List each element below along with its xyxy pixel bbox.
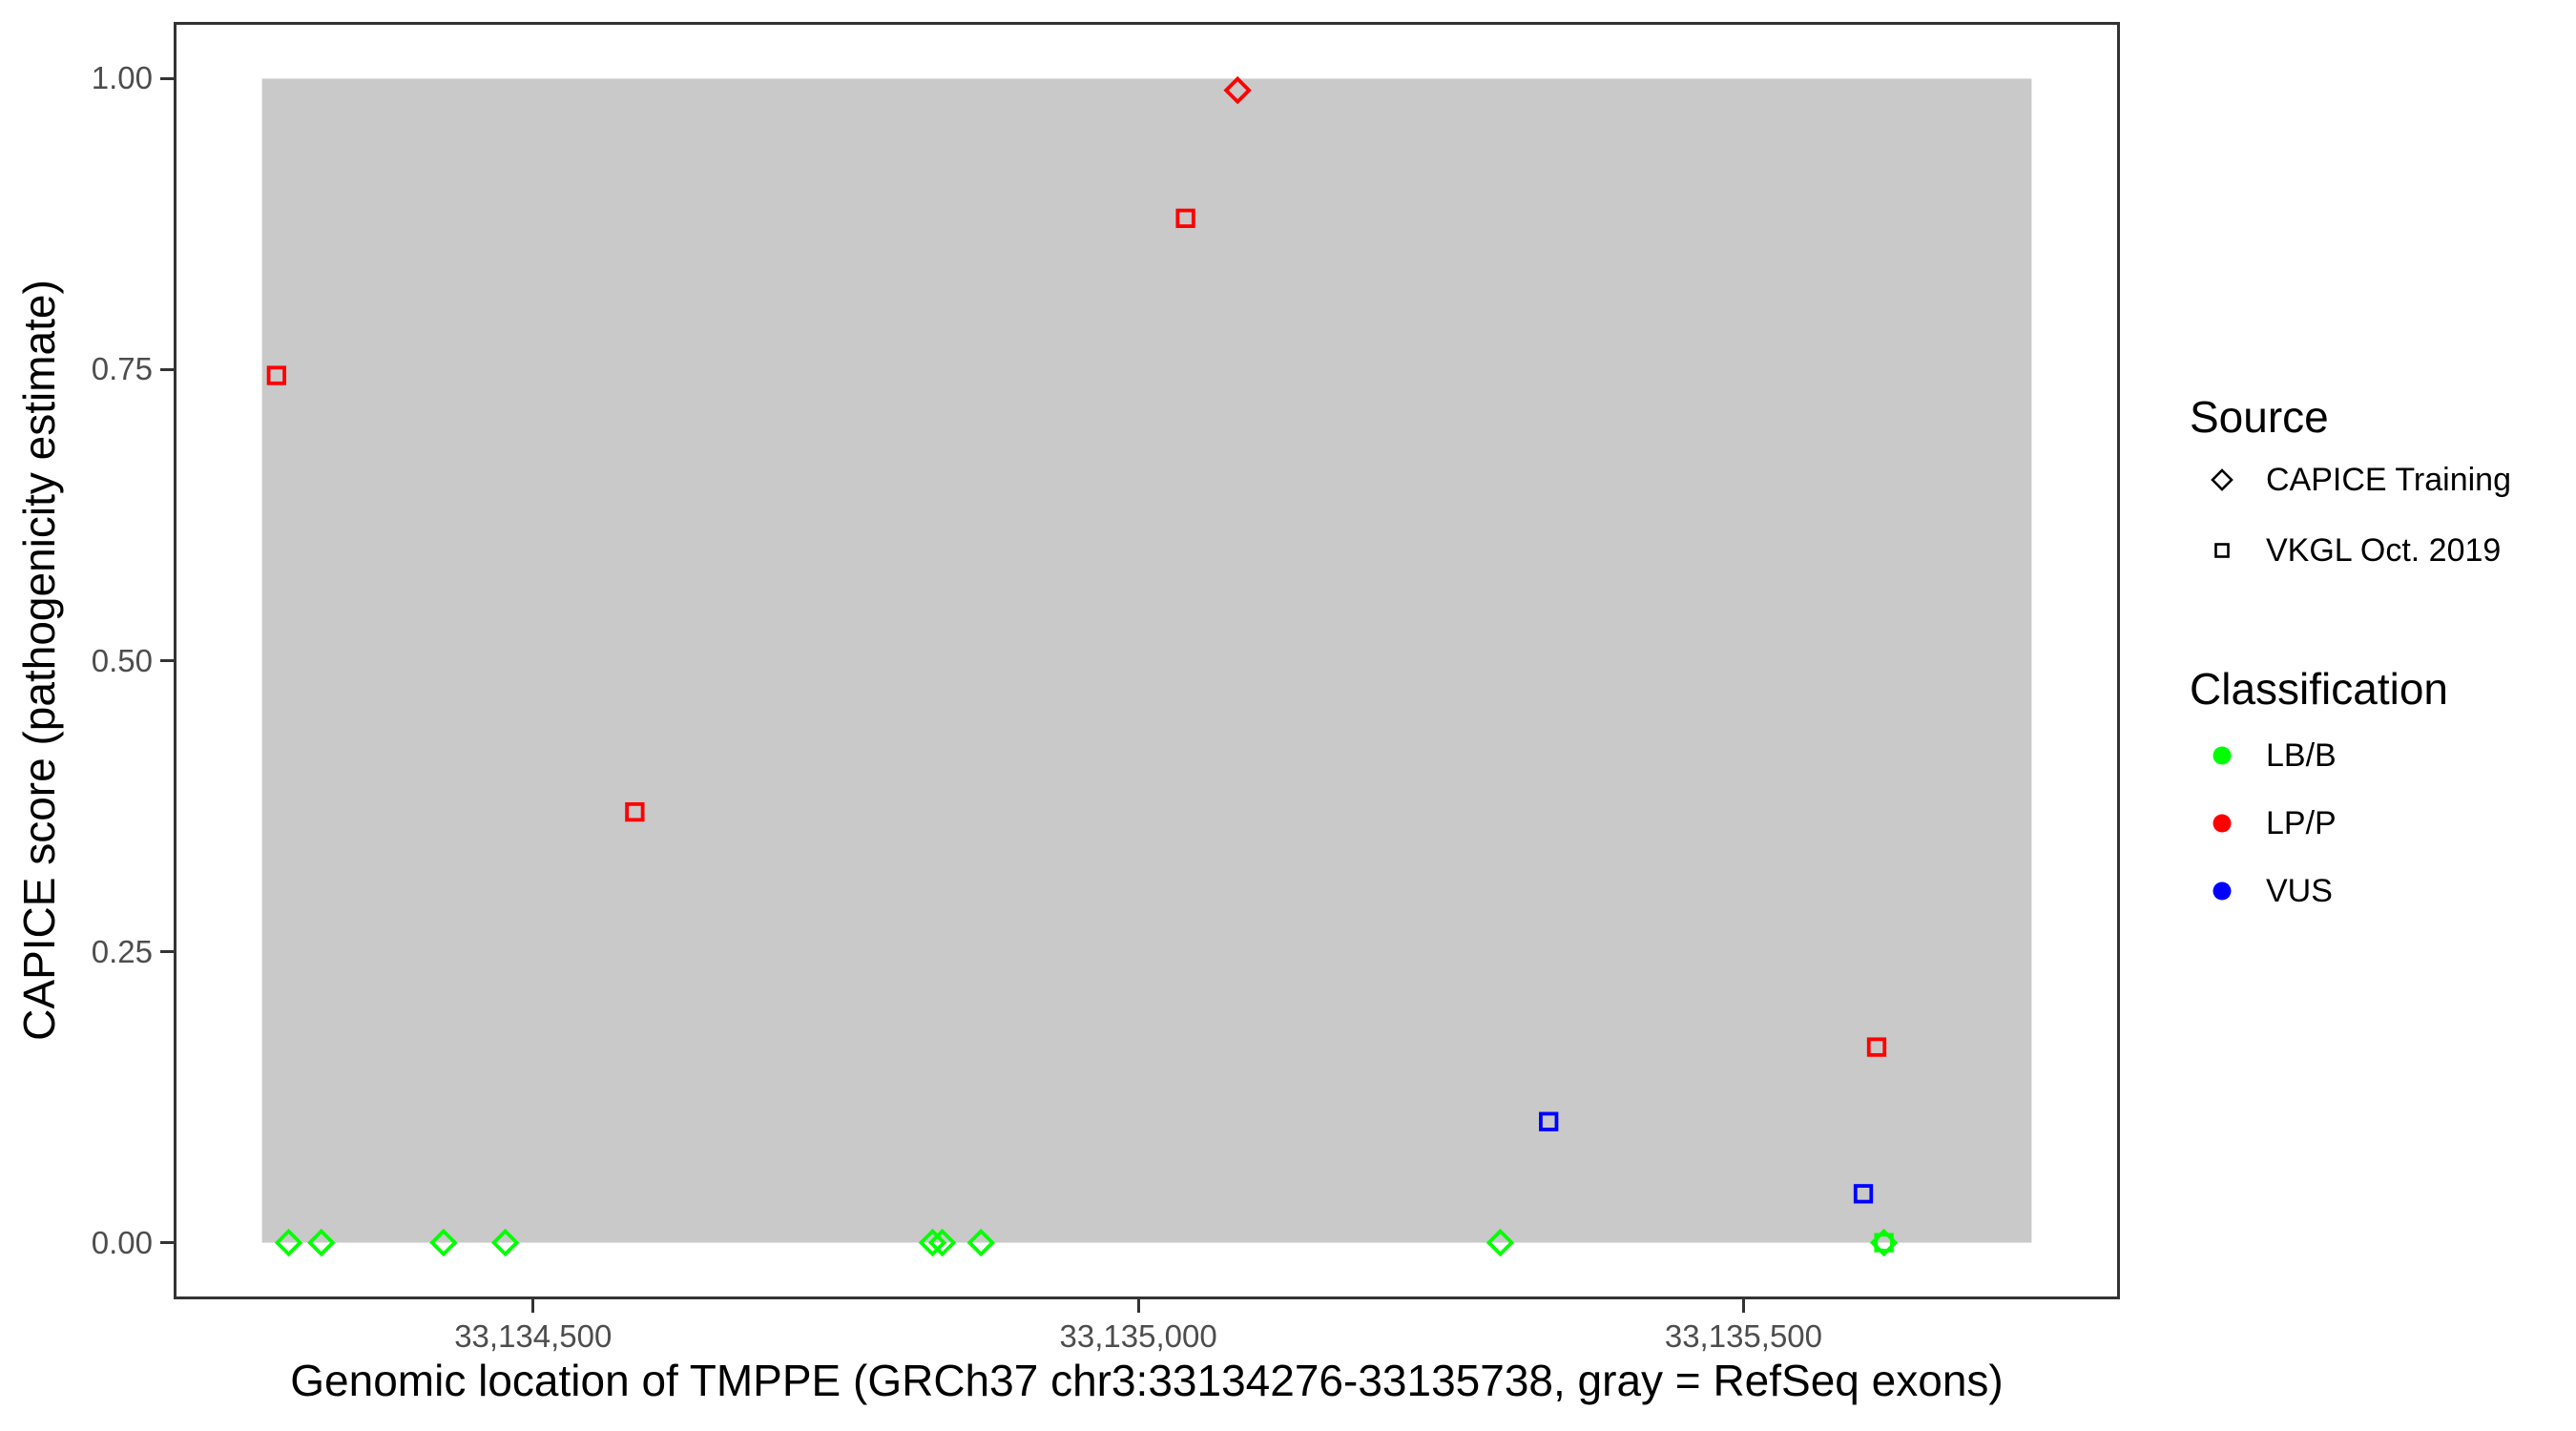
data-point-diamond	[490, 1228, 520, 1257]
lpp-color-key	[2190, 802, 2266, 844]
red-dot-icon	[2212, 814, 2232, 833]
data-point-square	[625, 801, 645, 822]
y-axis-tick-mark	[160, 1241, 174, 1245]
y-axis-tick-label: 0.25	[91, 933, 153, 969]
y-axis-tick-mark	[160, 367, 174, 371]
data-point-square	[1866, 1037, 1887, 1057]
vus-color-key	[2190, 870, 2266, 912]
data-point-diamond	[307, 1228, 336, 1257]
y-axis-tick-label: 0.00	[91, 1224, 153, 1260]
y-axis-tick-label: 1.00	[91, 60, 153, 96]
legend-item-label: LP/P	[2266, 804, 2337, 841]
data-point-diamond	[1485, 1228, 1515, 1257]
y-axis-tick-label: 0.75	[91, 351, 153, 387]
data-point-square	[1874, 1233, 1894, 1253]
x-axis-tick-mark	[1136, 1299, 1140, 1313]
data-point-square	[266, 365, 286, 385]
data-point-diamond	[918, 1228, 947, 1257]
data-point-diamond	[429, 1228, 458, 1257]
diamond-key	[2190, 459, 2266, 501]
legend-item-label: VUS	[2266, 872, 2333, 909]
y-axis-tick-label: 0.50	[91, 642, 153, 678]
data-point-diamond	[927, 1228, 957, 1257]
x-axis-tick-label: 33,135,000	[1059, 1318, 1217, 1354]
data-point-square	[1853, 1184, 1874, 1204]
legend: Source CAPICE Training VKGL Oct. 2019 Cl…	[2190, 0, 2571, 1431]
square-icon	[2214, 543, 2230, 558]
x-axis-tick-label: 33,134,500	[454, 1318, 613, 1354]
green-dot-icon	[2212, 746, 2232, 765]
y-axis-tick-mark	[160, 76, 174, 80]
x-axis-tick-mark	[1741, 1299, 1745, 1313]
legend-classification-title: Classification	[2190, 664, 2448, 714]
data-point-diamond	[274, 1228, 303, 1257]
legend-item-label: VKGL Oct. 2019	[2266, 531, 2502, 569]
legend-item-label: LB/B	[2266, 736, 2337, 774]
square-key	[2190, 529, 2266, 571]
x-axis-tick-label: 33,135,500	[1664, 1318, 1823, 1354]
lbb-color-key	[2190, 735, 2266, 777]
y-axis-tick-mark	[160, 950, 174, 954]
data-point-diamond	[1223, 75, 1252, 105]
legend-item-vkgl: VKGL Oct. 2019	[2190, 529, 2501, 571]
y-axis-tick-mark	[160, 659, 174, 662]
legend-item-label: CAPICE Training	[2266, 461, 2511, 498]
data-point-square	[1539, 1111, 1559, 1131]
data-point-square	[1175, 208, 1195, 228]
legend-source-title: Source	[2190, 392, 2329, 442]
refseq-exon-region	[261, 78, 2032, 1243]
legend-item-lpp: LP/P	[2190, 802, 2337, 844]
x-axis-tick-mark	[531, 1299, 535, 1313]
x-axis-title: Genomic location of TMPPE (GRCh37 chr3:3…	[290, 1356, 2004, 1405]
blue-dot-icon	[2212, 881, 2232, 901]
diamond-icon	[2211, 468, 2233, 491]
legend-item-capice-training: CAPICE Training	[2190, 459, 2511, 501]
legend-item-vus: VUS	[2190, 870, 2333, 912]
data-point-diamond	[966, 1228, 995, 1257]
legend-item-lbb: LB/B	[2190, 735, 2337, 777]
